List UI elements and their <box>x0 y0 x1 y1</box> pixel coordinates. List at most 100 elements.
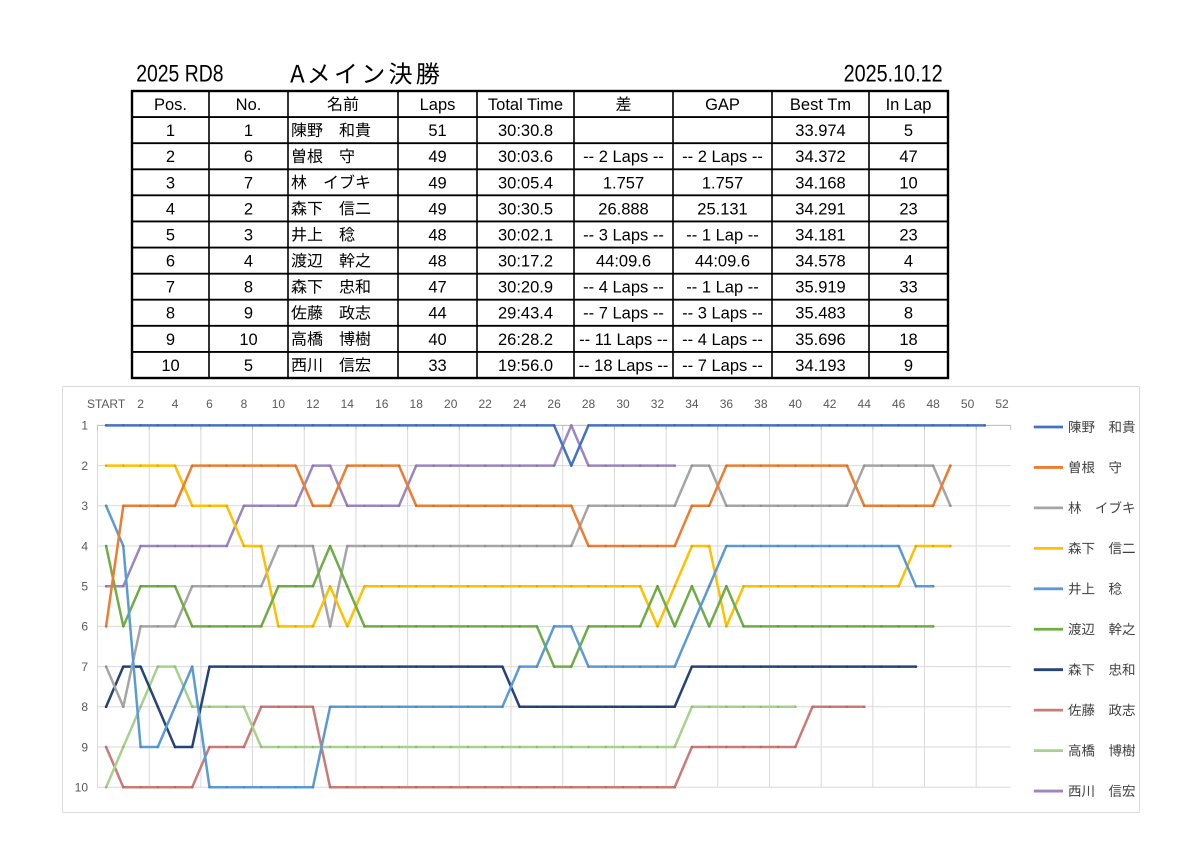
svg-text:48: 48 <box>428 226 446 244</box>
svg-text:25.131: 25.131 <box>697 200 747 218</box>
svg-text:In Lap: In Lap <box>886 96 932 114</box>
svg-text:3: 3 <box>166 174 175 192</box>
svg-text:-- 18 Laps --: -- 18 Laps -- <box>579 357 669 375</box>
svg-text:6: 6 <box>166 253 175 271</box>
svg-text:8: 8 <box>244 279 253 297</box>
svg-text:4: 4 <box>244 253 253 271</box>
svg-text:1.757: 1.757 <box>603 174 644 192</box>
svg-text:40: 40 <box>428 331 446 349</box>
svg-text:22: 22 <box>478 397 492 411</box>
svg-text:10: 10 <box>75 781 89 795</box>
svg-text:Pos.: Pos. <box>154 96 187 114</box>
svg-text:52: 52 <box>995 397 1009 411</box>
svg-text:36: 36 <box>720 397 734 411</box>
svg-text:1.757: 1.757 <box>702 174 743 192</box>
svg-text:34.372: 34.372 <box>795 148 845 166</box>
svg-text:50: 50 <box>961 397 975 411</box>
svg-text:9: 9 <box>81 740 88 754</box>
svg-text:30:30.8: 30:30.8 <box>498 122 553 140</box>
svg-text:8: 8 <box>241 397 248 411</box>
svg-text:48: 48 <box>428 253 446 271</box>
svg-text:49: 49 <box>428 200 446 218</box>
svg-text:49: 49 <box>428 148 446 166</box>
svg-text:24: 24 <box>513 397 527 411</box>
svg-text:-- 7 Laps --: -- 7 Laps -- <box>682 357 763 375</box>
svg-text:5: 5 <box>904 122 913 140</box>
svg-text:29:43.4: 29:43.4 <box>498 305 553 323</box>
svg-text:16: 16 <box>375 397 389 411</box>
svg-text:10: 10 <box>899 174 917 192</box>
svg-text:7: 7 <box>166 279 175 297</box>
svg-text:1: 1 <box>244 122 253 140</box>
svg-text:23: 23 <box>899 226 917 244</box>
svg-text:2: 2 <box>166 148 175 166</box>
svg-text:32: 32 <box>651 397 665 411</box>
svg-text:6: 6 <box>81 620 88 634</box>
svg-text:9: 9 <box>166 331 175 349</box>
svg-text:33: 33 <box>428 357 446 375</box>
svg-text:-- 3 Laps --: -- 3 Laps -- <box>583 226 664 244</box>
svg-text:30:20.9: 30:20.9 <box>498 279 553 297</box>
svg-text:44: 44 <box>428 305 446 323</box>
svg-text:8: 8 <box>166 305 175 323</box>
svg-text:34.193: 34.193 <box>795 357 845 375</box>
svg-text:47: 47 <box>899 148 917 166</box>
svg-text:34.578: 34.578 <box>795 253 845 271</box>
svg-text:10: 10 <box>239 331 257 349</box>
svg-text:23: 23 <box>899 200 917 218</box>
svg-text:8: 8 <box>81 700 88 714</box>
svg-text:6: 6 <box>206 397 213 411</box>
svg-text:30:17.2: 30:17.2 <box>498 253 553 271</box>
svg-text:26: 26 <box>547 397 561 411</box>
svg-text:-- 3 Laps --: -- 3 Laps -- <box>682 305 763 323</box>
svg-text:10: 10 <box>272 397 286 411</box>
svg-text:35.483: 35.483 <box>795 305 845 323</box>
svg-text:30:03.6: 30:03.6 <box>498 148 553 166</box>
svg-text:2025 RD8: 2025 RD8 <box>136 61 223 88</box>
svg-text:14: 14 <box>341 397 355 411</box>
svg-text:30: 30 <box>616 397 630 411</box>
svg-text:35.919: 35.919 <box>795 279 845 297</box>
svg-text:Best Tm: Best Tm <box>790 96 851 114</box>
svg-text:46: 46 <box>892 397 906 411</box>
svg-text:8: 8 <box>904 305 913 323</box>
svg-text:33.974: 33.974 <box>795 122 845 140</box>
svg-text:-- 2 Laps --: -- 2 Laps -- <box>682 148 763 166</box>
svg-text:7: 7 <box>81 660 88 674</box>
svg-text:34.181: 34.181 <box>795 226 845 244</box>
svg-text:20: 20 <box>444 397 458 411</box>
svg-text:5: 5 <box>244 357 253 375</box>
svg-text:33: 33 <box>899 279 917 297</box>
svg-text:12: 12 <box>306 397 320 411</box>
svg-text:18: 18 <box>899 331 917 349</box>
svg-text:-- 7 Laps --: -- 7 Laps -- <box>583 305 664 323</box>
svg-text:-- 4 Laps --: -- 4 Laps -- <box>682 331 763 349</box>
svg-text:2: 2 <box>81 459 88 473</box>
svg-text:28: 28 <box>582 397 596 411</box>
svg-text:19:56.0: 19:56.0 <box>498 357 553 375</box>
svg-text:5: 5 <box>81 580 88 594</box>
svg-text:1: 1 <box>81 419 88 433</box>
svg-text:Total Time: Total Time <box>488 96 563 114</box>
svg-text:35.696: 35.696 <box>795 331 845 349</box>
svg-text:38: 38 <box>754 397 768 411</box>
svg-text:9: 9 <box>244 305 253 323</box>
svg-text:34.168: 34.168 <box>795 174 845 192</box>
svg-text:4: 4 <box>904 253 913 271</box>
svg-text:18: 18 <box>410 397 424 411</box>
svg-text:5: 5 <box>166 226 175 244</box>
svg-text:-- 1 Lap --: -- 1 Lap -- <box>686 279 758 297</box>
svg-text:-- 11 Laps --: -- 11 Laps -- <box>579 331 668 349</box>
svg-text:10: 10 <box>161 357 179 375</box>
svg-text:47: 47 <box>428 279 446 297</box>
svg-text:30:05.4: 30:05.4 <box>498 174 553 192</box>
svg-text:7: 7 <box>244 174 253 192</box>
svg-text:4: 4 <box>81 539 88 553</box>
svg-text:3: 3 <box>81 499 88 513</box>
svg-text:51: 51 <box>428 122 446 140</box>
svg-text:42: 42 <box>823 397 837 411</box>
svg-text:4: 4 <box>172 397 179 411</box>
svg-text:6: 6 <box>244 148 253 166</box>
svg-text:1: 1 <box>166 122 175 140</box>
svg-text:-- 1 Lap --: -- 1 Lap -- <box>686 226 758 244</box>
